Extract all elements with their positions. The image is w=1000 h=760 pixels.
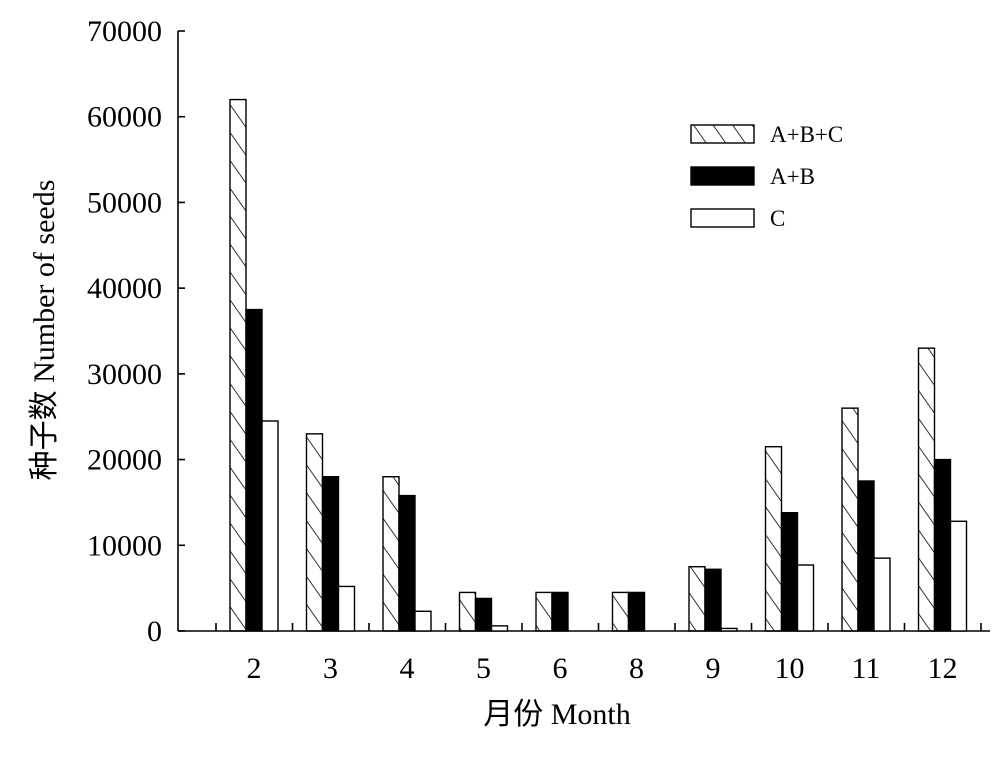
bar-a-b-5 [474, 597, 493, 632]
y-tick-label: 30000 [87, 358, 162, 391]
bar-a-b-11 [857, 480, 875, 632]
y-tick-label: 50000 [87, 186, 162, 219]
y-tick-label: 60000 [87, 101, 162, 134]
legend-label: A+B [770, 164, 815, 189]
legend-swatch [690, 208, 755, 228]
x-tick-label: 4 [400, 652, 415, 685]
bar-c-10 [796, 564, 815, 632]
bar-a-b-9 [704, 568, 722, 632]
y-tick-label: 70000 [87, 15, 162, 48]
x-tick-label: 2 [247, 652, 262, 685]
legend-label: C [770, 206, 785, 231]
bar-a-b-6 [551, 591, 569, 632]
bar-c-4 [414, 610, 432, 632]
bar-a-b-c-11 [841, 407, 859, 632]
x-tick-label: 5 [476, 652, 491, 685]
legend-swatch [690, 166, 755, 186]
legend: A+B+C A+B C [690, 122, 843, 231]
y-tick-label: 20000 [87, 444, 162, 477]
bar-c-3 [337, 585, 356, 632]
legend-swatch [690, 124, 755, 144]
bar-a-b-c-4 [382, 476, 400, 632]
bar-a-b-c-9 [688, 566, 706, 632]
y-axis-title: 种子数 Number of seeds [28, 180, 61, 481]
y-tick-label: 10000 [87, 529, 162, 562]
y-ticks: 0 10000 20000 30000 40000 50000 60000 70000 [87, 15, 185, 648]
x-ticks: 2 3 4 5 6 8 9 10 11 12 [215, 623, 982, 685]
bar-a-b-8 [627, 591, 646, 632]
bar-a-b-c-10 [764, 446, 783, 632]
x-tick-label: 12 [928, 652, 958, 685]
bar-c-12 [949, 520, 968, 632]
bar-a-b-10 [780, 512, 799, 632]
y-tick-label: 0 [147, 615, 162, 648]
x-tick-label: 10 [775, 652, 805, 685]
bar-c-11 [873, 557, 891, 632]
bar-a-b-c-5 [458, 591, 477, 632]
bar-c-2 [261, 420, 279, 632]
bar-a-b-3 [321, 476, 340, 632]
x-tick-label: 11 [852, 652, 881, 685]
bar-a-b-c-2 [229, 98, 247, 632]
x-tick-label: 3 [323, 652, 338, 685]
x-tick-label: 8 [629, 652, 644, 685]
bar-a-b-4 [398, 494, 416, 632]
x-tick-label: 6 [553, 652, 568, 685]
legend-label: A+B+C [770, 122, 843, 147]
bars [229, 98, 968, 632]
bar-a-b-c-6 [535, 591, 553, 632]
x-axis-title: 月份 Month [483, 698, 631, 731]
bar-c-5 [490, 625, 509, 632]
bar-a-b-2 [245, 308, 263, 632]
bar-a-b-12 [933, 458, 952, 632]
bar-c-9 [720, 627, 738, 632]
bar-a-b-c-8 [611, 591, 630, 632]
x-tick-label: 9 [706, 652, 721, 685]
bar-a-b-c-12 [917, 347, 936, 632]
bar-a-b-c-3 [305, 433, 324, 632]
y-tick-label: 40000 [87, 272, 162, 305]
